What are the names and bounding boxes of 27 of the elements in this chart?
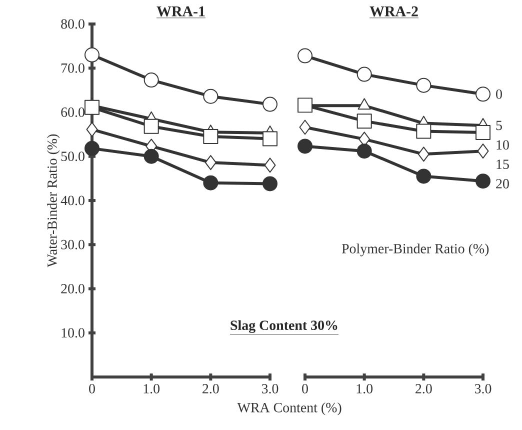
series-label: 15 — [496, 160, 509, 169]
annotation: Slag Content 30% — [230, 320, 338, 333]
x-tick-label: 3.0 — [262, 384, 278, 394]
legend-title: Polymer-Binder Ratio (%) — [342, 244, 489, 256]
y-tick-label: 80.0 — [61, 19, 84, 29]
x-axis-title: WRA Content (%) — [237, 402, 342, 416]
y-tick-label: 60.0 — [61, 108, 84, 117]
x-tick-label: 1.0 — [144, 384, 160, 394]
series-label: 10 — [496, 140, 509, 150]
y-tick-label: 30.0 — [61, 240, 84, 250]
series-label: 0 — [496, 89, 502, 99]
y-tick-label: 50.0 — [61, 152, 84, 162]
y-tick-label: 40.0 — [60, 196, 84, 206]
y-tick-label: 10.0 — [62, 328, 84, 338]
x-tick-label: 0 — [302, 384, 308, 394]
x-tick-label: 1.0 — [356, 384, 373, 394]
x-tick-label: 3.0 — [474, 384, 492, 394]
series-label: 5 — [496, 120, 502, 130]
x-tick-label: 0 — [89, 384, 95, 394]
chart-title: WRA-1 — [156, 6, 205, 16]
y-tick-label: 70.0 — [61, 63, 84, 73]
x-tick-label: 2.0 — [202, 384, 219, 394]
series-label: 20 — [496, 179, 509, 188]
y-tick-label: 20.0 — [61, 284, 84, 294]
chart-title: WRA-2 — [370, 6, 418, 16]
y-axis-title: Water-Binder Ratio (%) — [47, 134, 60, 268]
x-tick-label: 2.0 — [416, 384, 432, 394]
